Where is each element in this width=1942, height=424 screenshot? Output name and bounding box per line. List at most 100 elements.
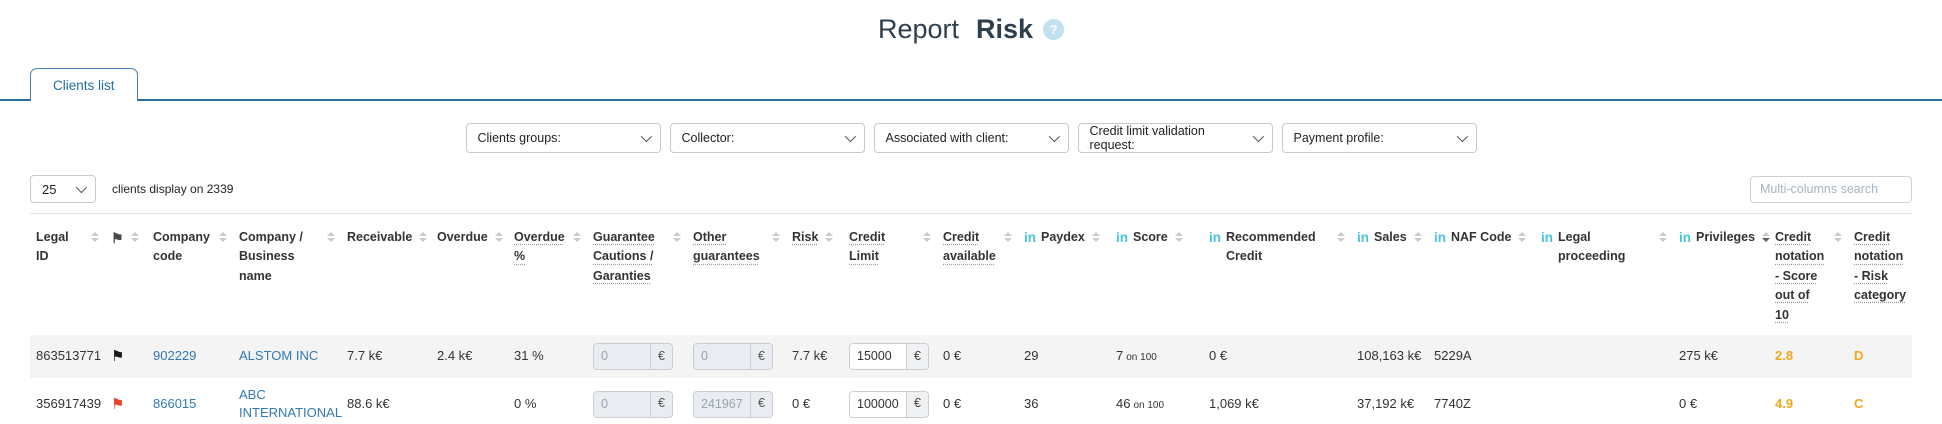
chevron-down-icon	[640, 130, 652, 143]
guarantee-input	[594, 343, 650, 369]
provider-data-icon: in	[1434, 230, 1446, 245]
sort-arrows-icon[interactable]	[1337, 232, 1345, 242]
score-cell: 46 on 100	[1110, 378, 1203, 424]
chevron-down-icon	[1048, 130, 1060, 143]
col-flag[interactable]: ⚑	[105, 218, 147, 335]
chevron-down-icon	[1456, 130, 1468, 143]
collector-select[interactable]: Collector:	[669, 123, 865, 153]
col-other-guarantees[interactable]: Other guarantees	[687, 218, 786, 335]
credit-available-cell: 0 €	[937, 334, 1018, 378]
provider-data-icon: in	[1209, 230, 1221, 245]
credit-notation-category-cell: C	[1854, 395, 1864, 411]
sort-arrows-icon[interactable]	[673, 232, 681, 242]
col-company-code[interactable]: Company code	[147, 218, 233, 335]
col-receivable[interactable]: Receivable	[341, 218, 431, 335]
provider-data-icon: in	[1679, 230, 1691, 245]
col-privileges[interactable]: in Privileges	[1673, 218, 1771, 335]
sort-arrows-icon[interactable]	[573, 232, 581, 242]
col-score[interactable]: in Score	[1110, 218, 1203, 335]
company-code-link[interactable]: 902229	[153, 348, 197, 364]
paydex-cell: 36	[1024, 395, 1039, 411]
filters-row: Clients groups: Collector: Associated wi…	[0, 123, 1942, 153]
sort-arrows-icon[interactable]	[219, 232, 227, 242]
results-summary: clients display on 2339	[112, 182, 234, 196]
flag-icon: ⚑	[111, 230, 124, 246]
col-company-name[interactable]: Company / Business name	[233, 218, 341, 335]
credit-limit-input-group: €	[849, 390, 929, 418]
payment-profile-select[interactable]: Payment profile:	[1281, 123, 1477, 153]
naf-code-cell: 7740Z	[1434, 395, 1471, 411]
euro-suffix: €	[650, 343, 672, 369]
associated-with-client-select[interactable]: Associated with client:	[873, 123, 1069, 153]
recommended-credit-cell: 0 €	[1203, 334, 1351, 378]
sort-arrows-icon[interactable]	[494, 232, 503, 242]
collector-label: Collector:	[681, 131, 735, 145]
score-suffix: on 100	[1133, 399, 1165, 411]
sort-arrows-icon[interactable]	[1413, 232, 1422, 242]
credit-limit-input-group: €	[849, 342, 929, 370]
provider-data-icon: in	[1116, 230, 1128, 245]
col-paydex[interactable]: in Paydex	[1018, 218, 1110, 335]
euro-suffix: €	[750, 391, 772, 417]
euro-suffix: €	[906, 343, 928, 369]
page-title-light: Report	[877, 14, 959, 44]
other-guarantees-input	[694, 391, 750, 417]
col-credit-notation-category[interactable]: Credit notation - Risk category	[1854, 230, 1907, 303]
overdue-pct-cell: 0 %	[514, 395, 537, 411]
sort-arrows-icon[interactable]	[1659, 232, 1667, 242]
sort-arrows-icon[interactable]	[1834, 232, 1842, 242]
sort-arrows-icon[interactable]	[91, 232, 99, 242]
col-credit-available[interactable]: Credit available	[937, 218, 1018, 335]
col-credit-notation-score[interactable]: Credit notation - Score out of 10	[1769, 218, 1848, 335]
credit-limit-validation-label: Credit limit validation request:	[1089, 124, 1205, 152]
sort-arrows-icon[interactable]	[419, 232, 428, 242]
list-controls: 25 clients display on 2339	[30, 175, 1912, 203]
page-header: Report Risk ?	[0, 0, 1942, 56]
sort-arrows-icon-desc-active[interactable]	[1762, 232, 1771, 242]
clients-groups-select[interactable]: Clients groups:	[465, 123, 661, 153]
sort-arrows-icon[interactable]	[1091, 232, 1100, 242]
credit-limit-validation-select[interactable]: Credit limit validation request:	[1077, 123, 1273, 153]
risk-cell: 7.7 k€	[786, 334, 843, 378]
clients-table-wrap: Legal ID ⚑ Company code Company / Busine…	[30, 213, 1912, 424]
sort-arrows-icon[interactable]	[1518, 232, 1527, 242]
guarantee-input	[594, 391, 650, 417]
col-naf-code[interactable]: in NAF Code	[1428, 218, 1535, 335]
company-name-link[interactable]: ABC INTERNATIONAL	[239, 386, 343, 421]
credit-limit-input[interactable]	[850, 391, 906, 417]
sales-cell: 108,163 k€	[1351, 334, 1428, 378]
score-suffix: on 100	[1126, 352, 1157, 364]
col-legal-id[interactable]: Legal ID	[30, 218, 105, 335]
sort-arrows-icon[interactable]	[1004, 232, 1012, 242]
page-size-select[interactable]: 25	[30, 175, 96, 203]
company-code-link[interactable]: 866015	[153, 395, 197, 411]
sort-arrows-icon[interactable]	[130, 232, 139, 242]
col-credit-limit[interactable]: Credit Limit	[843, 218, 937, 335]
sort-arrows-icon[interactable]	[327, 232, 335, 242]
col-sales[interactable]: in Sales	[1351, 218, 1428, 335]
receivable-cell: 88.6 k€	[347, 395, 390, 411]
tab-clients-list[interactable]: Clients list	[30, 68, 138, 101]
col-legal-proceeding[interactable]: in Legal proceeding	[1535, 218, 1673, 335]
col-recommended-credit[interactable]: in Recommended Credit	[1203, 218, 1351, 335]
page-title: Report Risk ?	[877, 14, 1065, 45]
help-icon[interactable]: ?	[1043, 19, 1065, 40]
sort-arrows-icon[interactable]	[923, 232, 931, 242]
sort-arrows-icon[interactable]	[772, 232, 780, 242]
sort-arrows-icon[interactable]	[825, 232, 834, 242]
sort-arrows-icon[interactable]	[1174, 232, 1183, 242]
multi-columns-search-input[interactable]	[1750, 175, 1912, 203]
col-guarantee[interactable]: Guarantee Cautions / Garanties	[587, 218, 687, 335]
overdue-pct-cell: 31 %	[508, 334, 587, 378]
credit-notation-score-cell: 4.9	[1775, 395, 1794, 411]
col-overdue-pct[interactable]: Overdue %	[508, 218, 587, 335]
privileges-cell: 275 k€	[1673, 334, 1769, 378]
flag-icon: ⚑	[111, 347, 125, 365]
col-overdue[interactable]: Overdue	[431, 218, 508, 335]
page-size-value: 25	[42, 181, 57, 197]
credit-limit-input[interactable]	[850, 343, 906, 369]
company-name-link[interactable]: ALSTOM INC	[239, 348, 319, 364]
chevron-down-icon	[844, 130, 856, 143]
col-risk[interactable]: Risk	[786, 218, 843, 335]
provider-data-icon: in	[1541, 230, 1553, 245]
